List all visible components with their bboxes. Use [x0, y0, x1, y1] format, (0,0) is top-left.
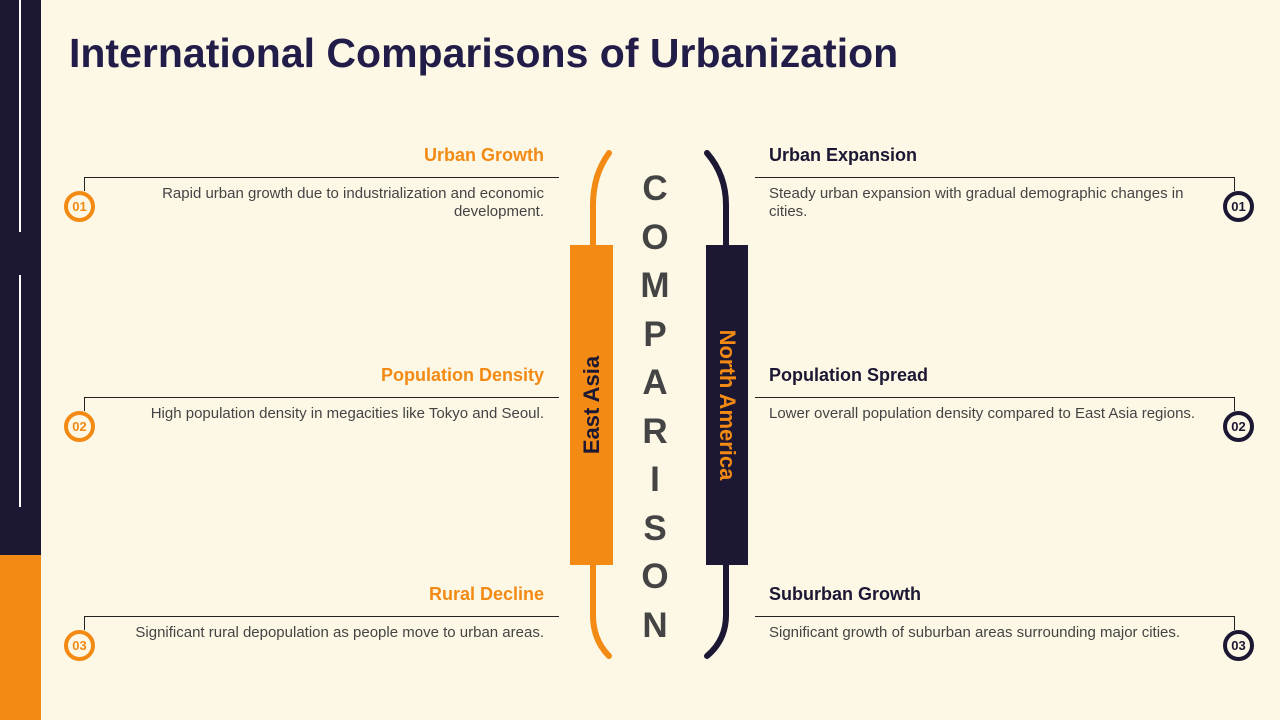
item-title: Rural Decline [428, 584, 544, 604]
letter: A [642, 363, 668, 402]
number-badge: 01 [64, 191, 95, 222]
item-title: Urban Growth [424, 145, 544, 165]
letter: N [642, 605, 668, 645]
divider [84, 177, 559, 178]
number-badge: 03 [64, 630, 95, 661]
letter: O [641, 557, 669, 596]
divider [84, 397, 559, 398]
letter: S [643, 508, 667, 548]
right-bar [706, 245, 748, 565]
number-badge: 02 [64, 411, 95, 442]
comparison-word: C O M P A R I S O N [630, 165, 680, 650]
item-title: Suburban Growth [769, 584, 921, 604]
item-description: Rapid urban growth due to industrializat… [162, 185, 544, 220]
letter: C [642, 169, 668, 208]
item-title: Population Spread [769, 365, 929, 385]
connector [1234, 177, 1235, 191]
item-description: Significant rural depopulation as people… [135, 624, 544, 641]
divider [84, 616, 559, 617]
letter: P [643, 314, 667, 354]
letter: O [641, 217, 669, 257]
divider [755, 177, 1235, 178]
item-description: Steady urban expansion with gradual demo… [769, 185, 1184, 220]
sidebar-line [19, 0, 21, 232]
north-america-label: North America [715, 329, 740, 481]
item-title: Population Density [380, 365, 544, 385]
connector [84, 616, 85, 630]
number-badge: 01 [1223, 191, 1254, 222]
letter: R [642, 411, 668, 451]
east-asia-label: East Asia [579, 355, 604, 455]
divider [755, 616, 1235, 617]
item-description: Lower overall population density compare… [769, 405, 1196, 422]
page-title: International Comparisons of Urbanizatio… [69, 30, 899, 76]
connector [84, 397, 85, 411]
number-badge: 03 [1223, 630, 1254, 661]
connector [84, 177, 85, 191]
sidebar-accent [0, 555, 41, 720]
letter: I [650, 460, 660, 499]
sidebar-decoration [0, 0, 41, 555]
left-bar [570, 245, 613, 565]
number-badge: 02 [1223, 411, 1254, 442]
connector [1234, 397, 1235, 411]
connector [1234, 616, 1235, 630]
sidebar-line [19, 275, 21, 507]
letter: M [640, 266, 670, 305]
divider [755, 397, 1235, 398]
item-description: High population density in megacities li… [150, 405, 544, 422]
item-title: Urban Expansion [769, 145, 918, 165]
item-description: Significant growth of suburban areas sur… [769, 624, 1181, 641]
